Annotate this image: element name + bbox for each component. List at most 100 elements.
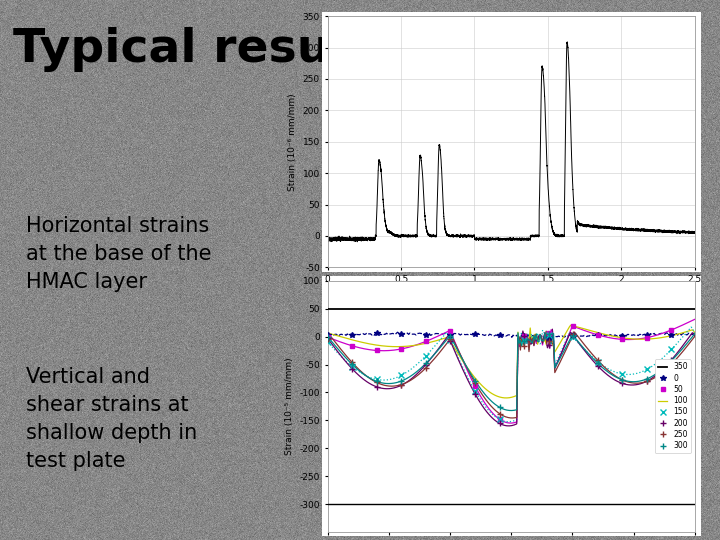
150 xyxy=(642,366,651,373)
50 xyxy=(593,332,602,338)
250 xyxy=(446,335,455,342)
250 xyxy=(642,378,651,384)
150 xyxy=(520,337,528,343)
300 xyxy=(667,357,676,364)
300 xyxy=(495,404,504,410)
0 xyxy=(446,332,455,338)
200 xyxy=(618,380,626,387)
300 xyxy=(471,377,480,384)
0 xyxy=(642,332,651,338)
300 xyxy=(421,360,430,367)
50 xyxy=(471,383,480,389)
350 xyxy=(324,306,333,312)
200 xyxy=(372,383,381,390)
250 xyxy=(667,361,676,367)
250 xyxy=(397,381,405,388)
150 xyxy=(569,334,577,341)
X-axis label: Time (s): Time (s) xyxy=(487,289,535,300)
200 xyxy=(569,333,577,339)
50 xyxy=(397,346,405,352)
350 xyxy=(323,306,332,312)
150 xyxy=(397,372,405,379)
150 xyxy=(421,353,430,359)
150 xyxy=(618,371,626,377)
250 xyxy=(544,338,553,345)
0 xyxy=(348,332,356,338)
150 xyxy=(323,339,332,345)
250 xyxy=(520,342,528,349)
50 xyxy=(544,330,553,336)
300 xyxy=(323,333,332,340)
50 xyxy=(348,342,356,349)
Line: 150: 150 xyxy=(325,332,674,422)
250 xyxy=(471,380,480,386)
50 xyxy=(446,328,455,335)
200 xyxy=(323,335,332,341)
200 xyxy=(348,366,356,372)
0 xyxy=(520,333,528,339)
300 xyxy=(642,376,651,382)
150 xyxy=(471,388,480,394)
0 xyxy=(471,331,480,338)
300 xyxy=(544,331,553,338)
Legend: 350, 0, 50, 100, 150, 200, 250, 300: 350, 0, 50, 100, 150, 200, 250, 300 xyxy=(655,359,691,454)
0 xyxy=(495,332,504,339)
50 xyxy=(421,338,430,345)
Line: 250: 250 xyxy=(325,332,674,416)
250 xyxy=(372,379,381,386)
150 xyxy=(372,376,381,383)
300 xyxy=(348,361,356,368)
150 xyxy=(348,363,356,370)
300 xyxy=(446,333,455,340)
0 xyxy=(397,331,405,338)
300 xyxy=(520,338,528,345)
0 xyxy=(372,330,381,336)
250 xyxy=(593,357,602,363)
200 xyxy=(544,342,553,348)
Y-axis label: Strain (10⁻⁵ mm/mm): Strain (10⁻⁵ mm/mm) xyxy=(285,357,294,455)
50 xyxy=(667,327,676,333)
250 xyxy=(421,364,430,371)
200 xyxy=(446,338,455,345)
0 xyxy=(569,332,577,339)
150 xyxy=(593,359,602,365)
50 xyxy=(618,336,626,342)
200 xyxy=(495,420,504,427)
250 xyxy=(495,410,504,417)
0 xyxy=(544,334,553,341)
250 xyxy=(323,336,332,342)
150 xyxy=(495,416,504,423)
0 xyxy=(323,332,332,338)
300 xyxy=(618,376,626,383)
300 xyxy=(569,333,577,339)
200 xyxy=(397,382,405,388)
Line: 50: 50 xyxy=(325,324,673,421)
Line: 200: 200 xyxy=(325,333,674,426)
Line: 300: 300 xyxy=(325,332,674,410)
Text: Vertical and
shear strains at
shallow depth in
test plate: Vertical and shear strains at shallow de… xyxy=(27,367,198,471)
50 xyxy=(323,334,332,340)
0 xyxy=(667,332,676,338)
250 xyxy=(569,331,577,338)
50 xyxy=(569,323,577,329)
250 xyxy=(348,359,356,366)
0 xyxy=(618,333,626,339)
200 xyxy=(667,356,676,363)
200 xyxy=(593,363,602,369)
250 xyxy=(618,377,626,383)
50 xyxy=(372,347,381,354)
200 xyxy=(642,378,651,384)
50 xyxy=(495,416,504,422)
150 xyxy=(446,337,455,343)
300 xyxy=(397,378,405,384)
200 xyxy=(520,333,528,339)
0 xyxy=(421,332,430,338)
Y-axis label: Strain (10⁻⁶ mm/mm): Strain (10⁻⁶ mm/mm) xyxy=(288,93,297,191)
300 xyxy=(593,360,602,367)
Text: Typical results: Typical results xyxy=(13,27,398,72)
Text: Horizontal strains
at the base of the
HMAC layer: Horizontal strains at the base of the HM… xyxy=(27,216,212,292)
200 xyxy=(471,390,480,397)
Line: 0: 0 xyxy=(325,330,674,341)
300 xyxy=(372,378,381,384)
0 xyxy=(593,332,602,339)
